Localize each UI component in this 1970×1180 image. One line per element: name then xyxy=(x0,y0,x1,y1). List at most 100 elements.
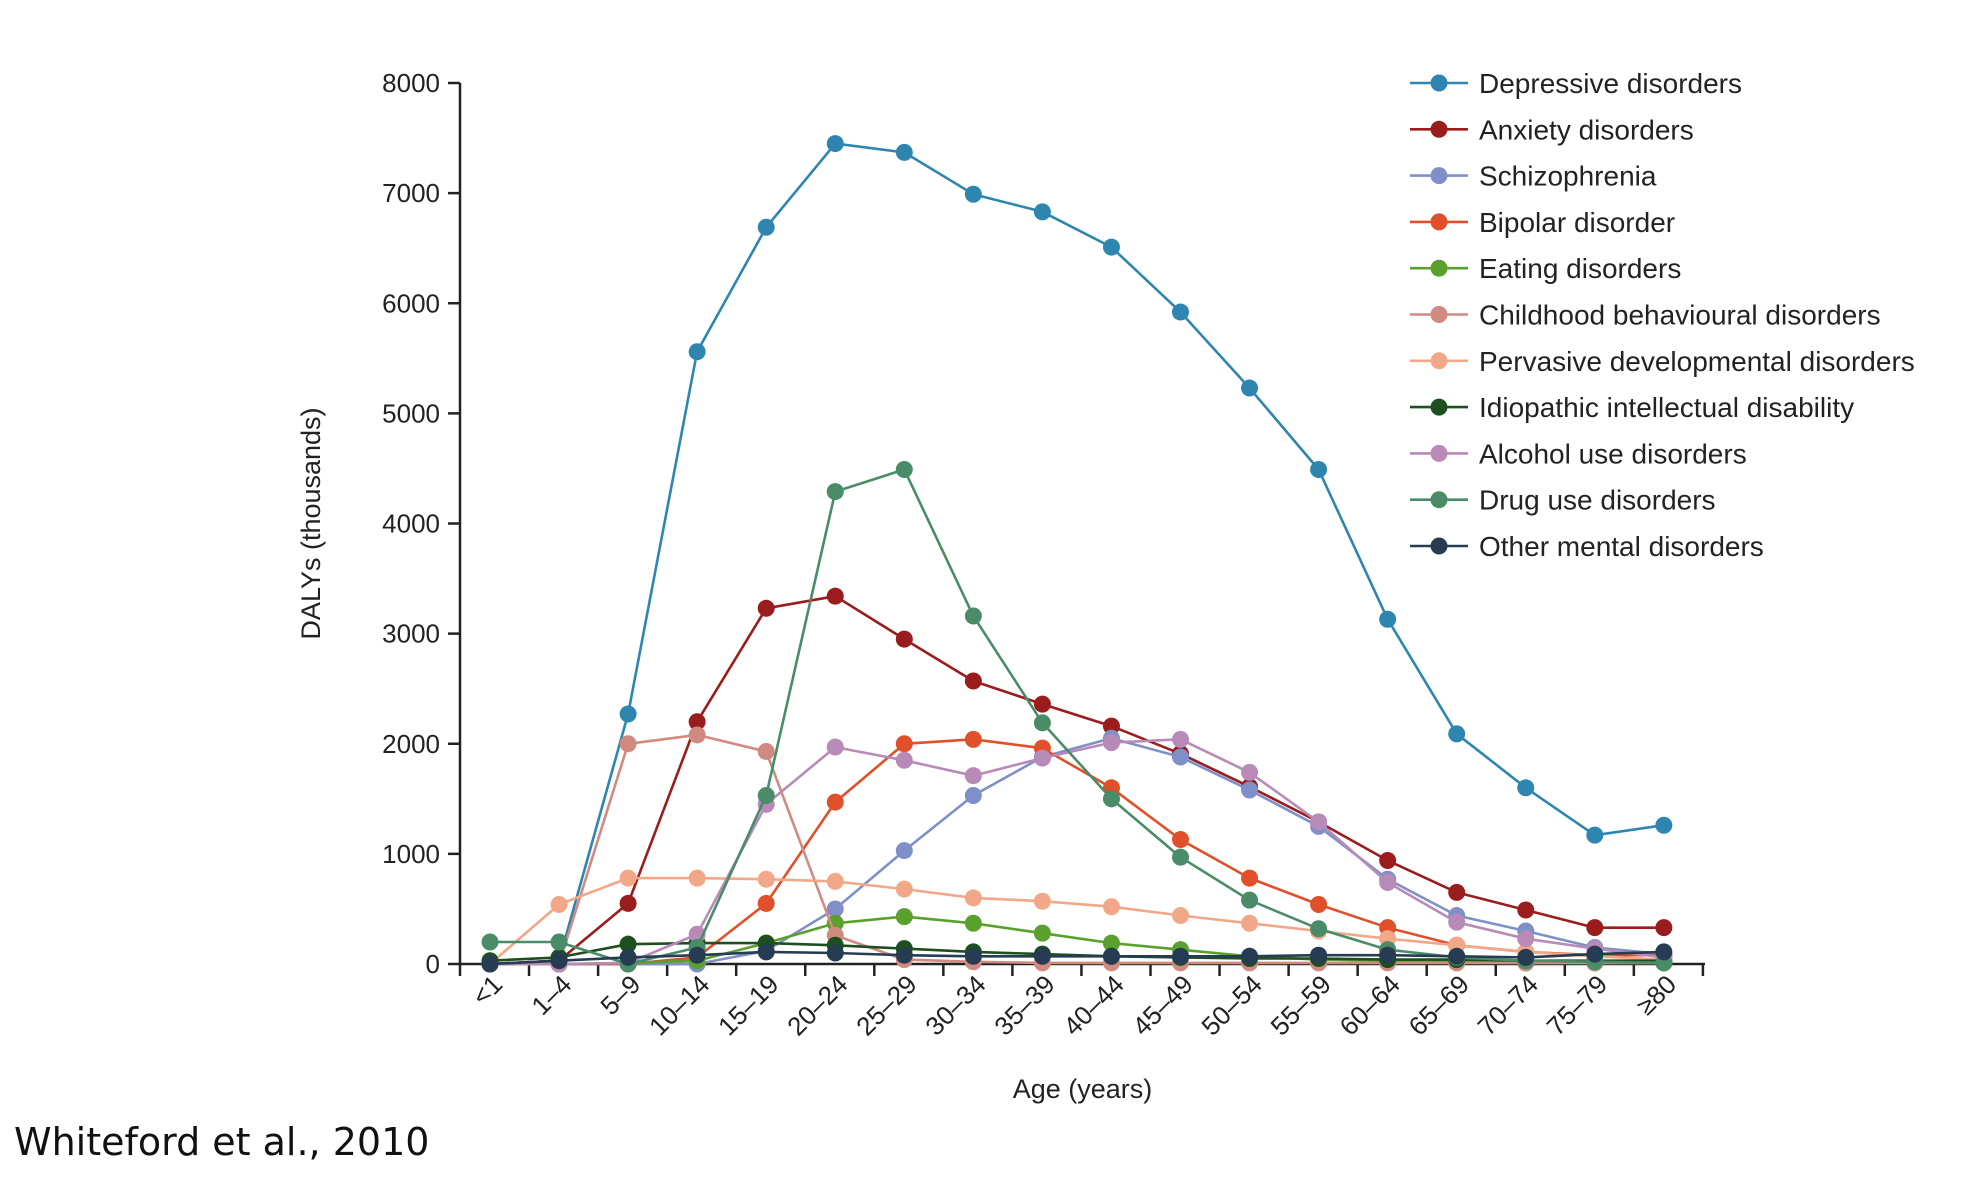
data-point xyxy=(1241,781,1259,799)
data-point xyxy=(1310,896,1328,914)
data-point xyxy=(826,900,844,918)
data-point xyxy=(964,730,982,748)
x-tick-label: 70–74 xyxy=(1472,969,1544,1041)
data-point xyxy=(1033,203,1051,221)
data-point xyxy=(1102,934,1120,952)
legend-marker xyxy=(1430,120,1448,138)
series-bipolar-disorder xyxy=(481,730,1673,973)
legend-item: Anxiety disorders xyxy=(1410,114,1694,145)
legend-item: Drug use disorders xyxy=(1410,485,1716,516)
data-point xyxy=(1310,461,1328,479)
data-point xyxy=(481,955,499,973)
x-tick-label: 1–4 xyxy=(525,969,577,1021)
data-point xyxy=(757,787,775,805)
data-point xyxy=(688,713,706,731)
data-point xyxy=(826,587,844,605)
series-line xyxy=(489,950,1664,966)
x-tick-label: 65–69 xyxy=(1403,969,1475,1041)
legend-label: Drug use disorders xyxy=(1479,485,1716,516)
data-point xyxy=(1517,901,1535,919)
data-point xyxy=(619,869,637,887)
legend-marker xyxy=(1430,444,1448,462)
legend-item: Other mental disorders xyxy=(1410,531,1764,562)
legend-item: Alcohol use disorders xyxy=(1410,438,1747,469)
data-point xyxy=(1102,790,1120,808)
x-tick-label: ≥80 xyxy=(1630,969,1682,1021)
y-axis-label: DALYs (thousands) xyxy=(296,407,326,639)
legend: Depressive disorders Anxiety disorders Sch… xyxy=(1410,68,1915,562)
x-tick-label: 10–14 xyxy=(643,969,715,1041)
data-point xyxy=(550,896,568,914)
data-point xyxy=(1172,748,1189,766)
legend-label: Pervasive developmental disorders xyxy=(1479,346,1915,377)
legend-label: Depressive disorders xyxy=(1479,68,1742,99)
data-point xyxy=(1241,763,1259,781)
series-line xyxy=(489,594,1664,966)
data-point xyxy=(757,742,775,760)
legend-marker xyxy=(1430,167,1448,185)
legend-label: Other mental disorders xyxy=(1479,531,1764,562)
data-point xyxy=(1172,730,1189,748)
data-point xyxy=(1379,851,1397,869)
data-point xyxy=(826,944,844,962)
data-point xyxy=(895,143,913,161)
data-point xyxy=(757,218,775,236)
legend-marker xyxy=(1430,352,1448,370)
legend-label: Eating disorders xyxy=(1479,253,1681,284)
data-point xyxy=(1172,303,1189,321)
x-tick-label: 15–19 xyxy=(712,969,784,1041)
data-point xyxy=(757,599,775,617)
data-point xyxy=(826,483,844,501)
data-point xyxy=(1586,945,1604,963)
legend-item: Pervasive developmental disorders xyxy=(1410,346,1915,377)
data-point xyxy=(1448,913,1466,931)
data-point xyxy=(1310,813,1328,831)
data-point xyxy=(550,952,568,970)
legend-marker xyxy=(1430,306,1448,323)
data-point xyxy=(1172,831,1189,849)
data-point xyxy=(688,343,706,361)
data-point xyxy=(1379,874,1397,892)
data-point xyxy=(964,185,982,203)
data-point xyxy=(1033,714,1051,732)
series-line xyxy=(490,736,1664,966)
data-point xyxy=(1033,892,1051,910)
data-point xyxy=(1517,930,1535,948)
x-tick-label: 75–79 xyxy=(1541,969,1613,1041)
y-tick-label: 8000 xyxy=(382,68,440,98)
data-point xyxy=(619,705,637,723)
x-tick-label: 45–49 xyxy=(1126,969,1198,1041)
y-tick-label: 6000 xyxy=(382,288,440,318)
data-point xyxy=(826,872,844,890)
y-tick-label: 7000 xyxy=(382,178,440,208)
legend-label: Childhood behavioural disorders xyxy=(1479,300,1881,331)
series-other-mental-disorders xyxy=(481,943,1673,973)
x-tick-label: 30–34 xyxy=(919,969,991,1041)
x-tick-label: 40–44 xyxy=(1057,969,1129,1041)
series-line xyxy=(490,468,1664,966)
data-point xyxy=(1310,946,1328,964)
y-tick-label: 1000 xyxy=(382,839,440,869)
data-point xyxy=(964,947,982,965)
data-point xyxy=(688,726,706,744)
data-point xyxy=(1102,947,1120,965)
data-point xyxy=(1241,891,1259,909)
data-point xyxy=(895,461,913,479)
y-axis: 0 1000 2000 3000 4000 5000 6000 7000 8000 xyxy=(382,68,460,979)
data-point xyxy=(1448,883,1466,901)
data-point xyxy=(481,933,499,951)
legend-label: Alcohol use disorders xyxy=(1479,438,1747,469)
data-point xyxy=(1102,238,1120,256)
data-point xyxy=(688,946,706,964)
data-point xyxy=(964,914,982,932)
legend-marker xyxy=(1430,398,1448,416)
legend-marker xyxy=(1430,74,1448,92)
data-point xyxy=(1172,947,1189,965)
data-point xyxy=(964,607,982,625)
data-point xyxy=(757,943,775,961)
data-point xyxy=(688,869,706,887)
data-point xyxy=(895,946,913,964)
series-anxiety-disorders xyxy=(481,587,1673,973)
data-point xyxy=(1241,869,1259,887)
